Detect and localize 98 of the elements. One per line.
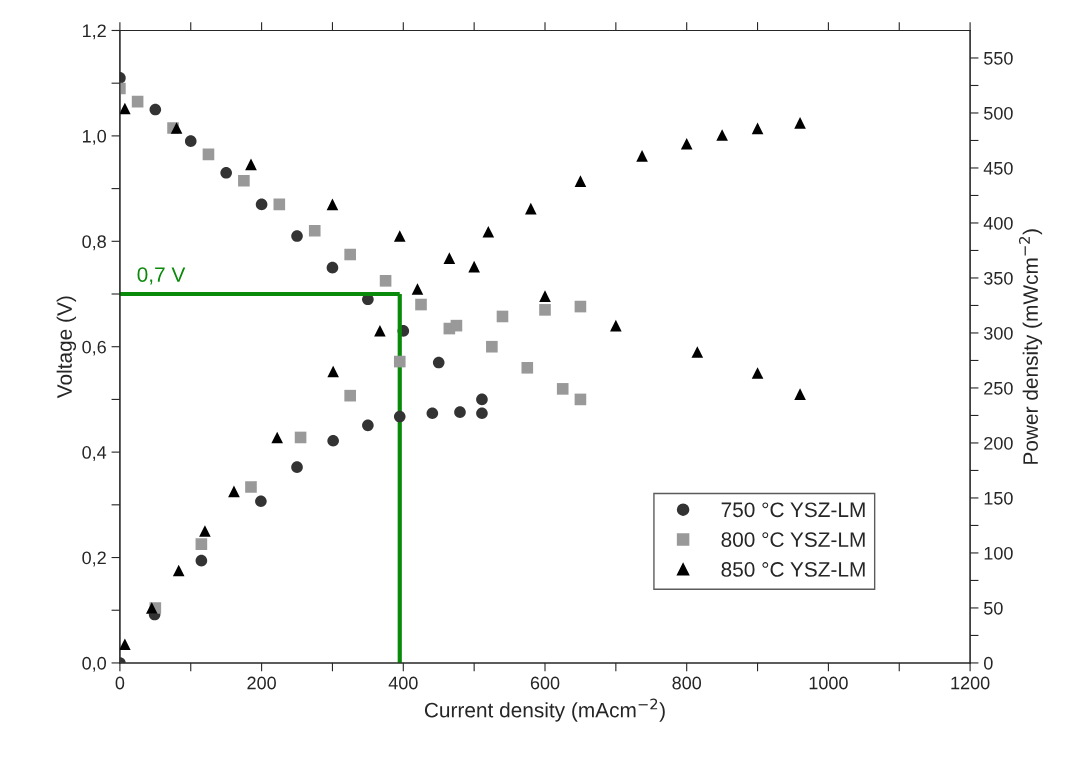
point: [245, 481, 257, 493]
y-tick-label: 0,2: [82, 551, 106, 567]
point: [327, 434, 339, 447]
point: [443, 322, 456, 335]
point: [521, 361, 534, 374]
point: [195, 538, 208, 550]
point: [199, 525, 211, 537]
y2-tick-label: 50: [984, 601, 1003, 615]
point: [291, 230, 303, 242]
point: [202, 148, 215, 161]
point: [326, 261, 339, 274]
y-tick-label: 0,6: [82, 340, 106, 356]
y2-tick-label: 150: [984, 491, 1013, 505]
x-tick-label: 400: [388, 676, 418, 690]
y2-tick-label: 0: [984, 656, 993, 670]
point: [170, 122, 183, 134]
y2-tick-label: 200: [984, 436, 1013, 450]
point: [294, 431, 307, 444]
point: [476, 393, 488, 406]
point: [326, 198, 339, 211]
x-tick-label: 1200: [951, 676, 990, 690]
point: [794, 388, 806, 400]
point: [393, 410, 406, 423]
point: [238, 174, 250, 187]
y2-tick-label: 400: [983, 216, 1013, 230]
point: [327, 365, 339, 378]
point: [393, 230, 406, 242]
point: [794, 117, 806, 129]
x-tick-label: 800: [672, 676, 702, 690]
point: [245, 158, 257, 171]
y2-axis-title: Power density (mWcm$^{−2}$): [1018, 229, 1043, 464]
point: [393, 355, 406, 368]
y-tick-label: 0,0: [82, 656, 106, 672]
point: [539, 304, 551, 316]
point: [362, 419, 374, 432]
legend-label: 800 °C YSZ-LM: [721, 532, 865, 547]
point: [476, 407, 488, 420]
y2-tick-label: 250: [984, 381, 1013, 395]
point: [432, 356, 445, 369]
x-tick-label: 600: [530, 676, 560, 690]
point: [496, 310, 509, 323]
y2-tick-label: 100: [984, 546, 1013, 560]
point: [415, 298, 427, 311]
y-axis-title: Voltage (V): [56, 296, 77, 399]
point: [691, 346, 704, 358]
y2-tick-label: 500: [984, 106, 1013, 120]
point: [255, 198, 268, 211]
point: [374, 324, 386, 337]
y-tick-label: 0,4: [82, 446, 107, 461]
point: [574, 175, 587, 187]
y2-tick-label: 300: [983, 326, 1013, 340]
point: [220, 166, 232, 179]
ref-line-label: 0,7 V: [137, 267, 186, 285]
point: [131, 95, 144, 108]
point: [680, 137, 693, 150]
x-tick-label: 200: [247, 676, 276, 690]
point: [255, 495, 267, 508]
point: [271, 431, 283, 444]
point: [751, 122, 764, 135]
point: [184, 135, 197, 147]
point: [426, 407, 439, 420]
point: [149, 103, 162, 116]
y2-tick-label: 450: [983, 161, 1013, 175]
point: [379, 275, 392, 287]
point: [486, 340, 498, 353]
point: [119, 102, 131, 115]
x-tick-label: 0: [115, 676, 125, 690]
y-tick-label: 1,0: [82, 129, 106, 145]
point: [556, 383, 569, 395]
point: [228, 485, 240, 498]
point: [411, 283, 424, 295]
point: [539, 290, 551, 302]
point: [195, 554, 208, 567]
point: [454, 406, 466, 418]
point: [308, 224, 321, 237]
point: [751, 367, 764, 379]
point: [344, 248, 356, 261]
y2-tick-label: 350: [983, 271, 1013, 285]
legend-label: 850 °C YSZ-LM: [721, 562, 865, 577]
point: [468, 260, 480, 273]
point: [119, 638, 131, 651]
point: [716, 129, 728, 141]
x-tick-label: 1000: [809, 676, 848, 690]
point: [344, 389, 356, 402]
point: [574, 300, 587, 313]
point: [291, 461, 303, 473]
y2-tick-label: 550: [984, 51, 1013, 65]
point: [574, 393, 587, 406]
y-tick-label: 1,2: [82, 24, 106, 40]
point: [172, 564, 185, 577]
point: [482, 225, 495, 238]
legend-label: 750 °C YSZ-LM: [721, 502, 865, 518]
x-axis-title: Current density (mAcm$^{−2}$): [424, 698, 665, 722]
point: [145, 602, 158, 614]
point: [636, 150, 648, 162]
y-tick-label: 0,8: [82, 235, 106, 251]
point: [443, 252, 456, 264]
point: [273, 198, 286, 211]
